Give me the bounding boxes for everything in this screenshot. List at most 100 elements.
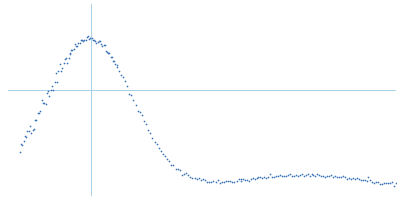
Point (78, 39, 84, 42)
Point (320, 175, 326, 178)
Point (379, 182, 386, 186)
Point (114, 63, 120, 67)
Point (350, 176, 356, 179)
Point (122, 80, 128, 83)
Point (94, 41, 101, 44)
Point (58, 69, 64, 72)
Point (172, 168, 179, 171)
Point (369, 181, 376, 184)
Point (240, 177, 246, 180)
Point (210, 179, 217, 182)
Point (312, 174, 319, 177)
Point (162, 155, 168, 158)
Point (257, 176, 264, 179)
Point (271, 175, 277, 178)
Point (102, 43, 108, 46)
Point (86, 37, 92, 40)
Point (41, 101, 48, 105)
Point (238, 178, 244, 181)
Point (185, 173, 191, 177)
Point (189, 176, 196, 180)
Point (108, 56, 114, 59)
Point (124, 85, 130, 88)
Point (352, 177, 358, 180)
Point (68, 48, 74, 51)
Point (158, 150, 164, 153)
Point (393, 182, 399, 185)
Point (354, 177, 360, 180)
Point (356, 177, 362, 180)
Point (244, 178, 250, 181)
Point (118, 73, 124, 76)
Point (248, 178, 254, 181)
Point (92, 39, 98, 42)
Point (202, 179, 208, 182)
Point (227, 179, 234, 183)
Point (143, 123, 149, 126)
Point (91, 39, 97, 42)
Point (66, 56, 72, 60)
Point (367, 179, 374, 182)
Point (87, 36, 94, 39)
Point (255, 175, 262, 179)
Point (28, 132, 34, 135)
Point (176, 169, 183, 172)
Point (100, 44, 107, 47)
Point (324, 175, 330, 178)
Point (328, 174, 334, 177)
Point (221, 181, 227, 184)
Point (267, 173, 274, 176)
Point (332, 175, 338, 178)
Point (141, 119, 147, 123)
Point (112, 63, 119, 66)
Point (208, 180, 214, 183)
Point (27, 124, 33, 128)
Point (24, 130, 31, 133)
Point (34, 111, 41, 115)
Point (73, 44, 79, 48)
Point (75, 42, 82, 45)
Point (23, 135, 29, 138)
Point (219, 180, 225, 183)
Point (139, 114, 145, 117)
Point (76, 41, 83, 44)
Point (88, 37, 95, 40)
Point (44, 91, 50, 95)
Point (334, 176, 340, 179)
Point (275, 174, 281, 177)
Point (314, 173, 321, 176)
Point (363, 180, 370, 183)
Point (90, 38, 96, 41)
Point (216, 182, 223, 185)
Point (106, 52, 113, 55)
Point (55, 70, 62, 73)
Point (40, 102, 46, 105)
Point (283, 175, 289, 178)
Point (338, 176, 344, 179)
Point (168, 163, 174, 166)
Point (348, 177, 354, 180)
Point (97, 40, 103, 43)
Point (183, 172, 189, 175)
Point (74, 44, 80, 48)
Point (32, 118, 38, 121)
Point (19, 144, 26, 147)
Point (273, 174, 279, 178)
Point (294, 174, 301, 177)
Point (212, 181, 219, 184)
Point (358, 179, 364, 182)
Point (132, 103, 139, 106)
Point (96, 40, 102, 43)
Point (340, 175, 346, 178)
Point (50, 89, 56, 92)
Point (236, 177, 242, 181)
Point (93, 42, 100, 45)
Point (149, 136, 156, 139)
Point (249, 176, 256, 179)
Point (296, 174, 303, 177)
Point (59, 66, 66, 69)
Point (120, 76, 126, 79)
Point (156, 147, 162, 150)
Point (287, 173, 293, 176)
Point (166, 159, 172, 162)
